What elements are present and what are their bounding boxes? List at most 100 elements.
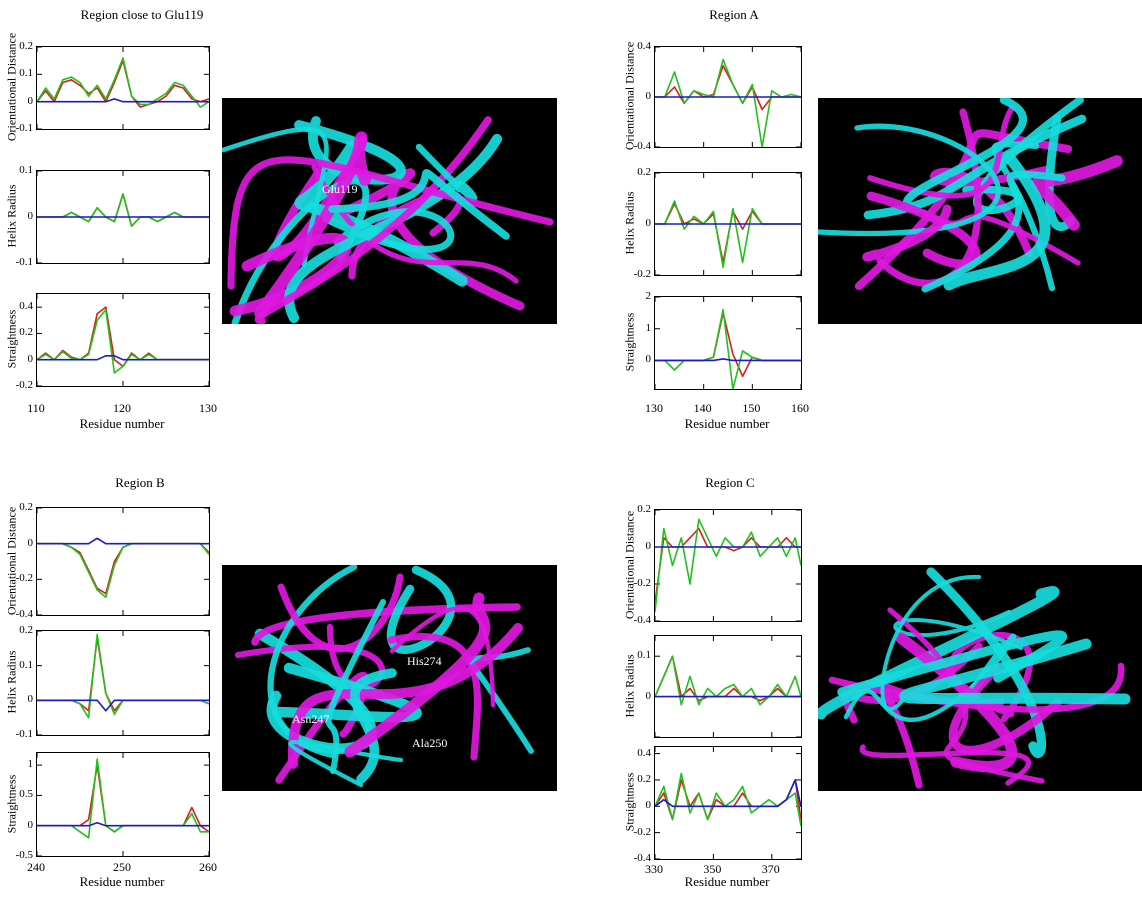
- ribbon-strand: [227, 156, 554, 290]
- y-tick-label: -0.2: [15, 572, 33, 585]
- series-line-green: [37, 57, 209, 108]
- plot-area: [654, 635, 802, 738]
- series-line-blue: [655, 779, 801, 808]
- y-tick-label: -0.1: [15, 256, 33, 268]
- y-tick-label: 0.4: [637, 40, 651, 52]
- y-tick-label: -0.2: [633, 825, 651, 838]
- protein-structure-image: [818, 98, 1142, 324]
- series-line-blue: [37, 821, 209, 827]
- series-line-blue: [37, 699, 209, 712]
- y-axis-label: Helix Radius: [4, 184, 19, 248]
- y-axis-label: Straightness: [622, 772, 637, 832]
- residue-label: Asn247: [292, 712, 329, 726]
- y-tick-label: -0.4: [633, 852, 651, 864]
- ribbon-strand: [1030, 155, 1123, 231]
- y-tick-label: 0.2: [637, 772, 651, 785]
- x-tick-label: 110: [27, 401, 45, 415]
- series-line-green: [37, 309, 209, 374]
- y-axis-label: Orientational Distance: [4, 506, 19, 615]
- plot-area: [36, 507, 210, 616]
- plot-area: [654, 509, 802, 622]
- x-tick-label: 150: [742, 401, 761, 415]
- x-tick-label: 330: [645, 862, 663, 876]
- residue-label: Ala250: [412, 736, 447, 750]
- series-line-green: [655, 58, 801, 147]
- residue-label: His274: [407, 654, 442, 668]
- series-line-green: [655, 308, 801, 389]
- y-axis-label: Orientational Distance: [622, 41, 637, 151]
- series-line-green: [655, 518, 801, 612]
- x-axis-label: Residue number: [684, 874, 770, 889]
- plot-svg: [655, 510, 801, 621]
- ribbon-svg: [818, 567, 1131, 789]
- panel-title: Region C: [705, 475, 755, 490]
- plot-area: [36, 293, 210, 387]
- series-line-red: [37, 59, 209, 108]
- ribbon-strand: [325, 598, 387, 775]
- ribbon-strand: [294, 140, 468, 287]
- ribbon-svg: [818, 98, 1123, 293]
- protein-structure-image: Glu119: [222, 98, 557, 324]
- y-tick-label: 0: [645, 799, 652, 812]
- series-line-red: [655, 202, 801, 264]
- y-tick-label: 0.2: [19, 40, 33, 52]
- y-tick-label: 0.4: [19, 300, 33, 313]
- y-axis-label: Orientational Distance: [4, 32, 19, 142]
- plot-area: [654, 172, 802, 276]
- series-line-green: [655, 200, 801, 269]
- series-line-blue: [37, 537, 209, 545]
- x-axis-label: Residue number: [79, 874, 165, 889]
- y-axis-label: Orientational Distance: [622, 510, 637, 619]
- plot-svg: [37, 508, 209, 615]
- plot-area: [36, 630, 210, 736]
- series-line-blue: [655, 358, 801, 362]
- x-tick-label: 130: [199, 401, 217, 415]
- ribbon-strand: [415, 143, 478, 202]
- series-line-red: [655, 655, 801, 702]
- plot-area: [36, 752, 210, 857]
- y-tick-label: 0.2: [637, 503, 651, 515]
- ribbon-strand: [903, 98, 1028, 214]
- plot-svg: [655, 173, 801, 275]
- y-tick-label: 0.2: [637, 166, 651, 178]
- y-tick-label: 1: [645, 321, 652, 334]
- series-line-red: [37, 764, 209, 833]
- ribbon-strand: [254, 131, 371, 319]
- x-tick-label: 370: [761, 862, 780, 876]
- series-line-green: [655, 772, 801, 827]
- plot-svg: [37, 631, 209, 735]
- y-tick-label: 0.2: [19, 326, 33, 339]
- ribbon-strand: [818, 123, 1001, 236]
- y-tick-label: 0: [27, 94, 34, 107]
- ribbon-strand: [859, 744, 1032, 786]
- y-tick-label: 0: [27, 210, 34, 222]
- y-tick-label: 0: [27, 352, 34, 365]
- y-tick-label: 0: [27, 818, 34, 831]
- x-tick-label: 130: [645, 401, 663, 415]
- plot-svg: [655, 636, 801, 737]
- ribbon-strand: [866, 191, 981, 269]
- ribbon-strand: [386, 565, 456, 654]
- x-tick-label: 240: [27, 860, 45, 874]
- y-tick-label: 0.4: [637, 746, 651, 759]
- y-tick-label: -0.5: [15, 849, 33, 861]
- x-tick-label: 140: [693, 401, 712, 415]
- x-tick-label: 250: [113, 860, 131, 874]
- y-tick-label: -0.2: [633, 577, 651, 589]
- panel-title: Region A: [709, 7, 759, 22]
- ribbon-strand: [837, 630, 1068, 697]
- x-tick-label: 260: [199, 860, 217, 874]
- y-axis-label: Helix Radius: [622, 654, 637, 717]
- y-tick-label: 0: [645, 217, 652, 229]
- ribbon-strand: [389, 606, 496, 708]
- plot-area: [36, 46, 210, 130]
- ribbon-strand: [229, 233, 352, 317]
- plot-svg: [37, 294, 209, 386]
- x-tick-label: 160: [791, 401, 809, 415]
- y-tick-label: 0: [645, 353, 652, 366]
- ribbon-strand: [328, 169, 510, 240]
- plot-area: [36, 170, 210, 264]
- y-tick-label: 1: [27, 758, 34, 771]
- x-tick-label: 120: [113, 401, 131, 415]
- y-tick-label: 0.2: [19, 501, 33, 513]
